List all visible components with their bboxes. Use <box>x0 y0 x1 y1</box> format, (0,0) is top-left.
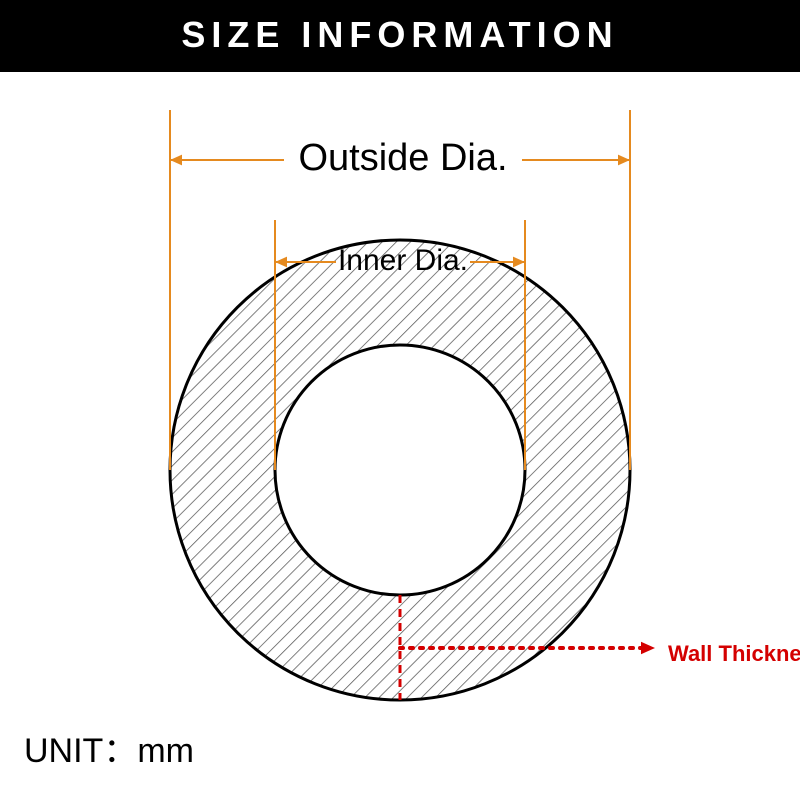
unit-label: UNIT：mm <box>24 723 194 772</box>
outside-dia-label: Outside Dia. <box>298 137 507 179</box>
size-diagram: Outside Dia. Inner Dia. Wall Thickness <box>0 72 800 800</box>
wall-thickness-label: Wall Thickness <box>668 641 800 666</box>
unit-value: mm <box>137 732 194 770</box>
unit-prefix: UNIT： <box>24 732 137 770</box>
inner-dia-label: Inner Dia. <box>338 244 468 277</box>
page-title: SIZE INFORMATION <box>0 0 800 72</box>
